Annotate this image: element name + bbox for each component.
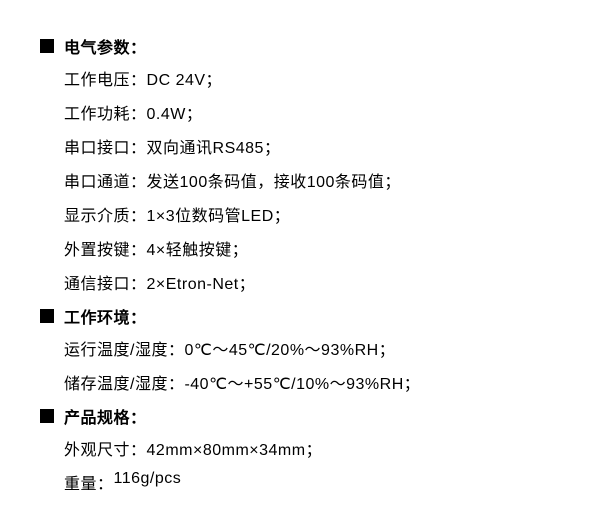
spec-row: 通信接口： 2×Etron-Net； — [64, 270, 555, 294]
spec-label: 外观尺寸： — [64, 436, 147, 460]
section-header-specs: 产品规格： — [40, 404, 555, 428]
spec-value: 116g/pcs — [114, 470, 182, 494]
spec-label: 显示介质： — [64, 202, 147, 226]
spec-row: 外置按键： 4×轻触按键； — [64, 236, 555, 260]
spec-value: DC 24V； — [147, 66, 223, 90]
spec-label: 储存温度/湿度： — [64, 370, 184, 394]
spec-row: 外观尺寸： 42mm×80mm×34mm； — [64, 436, 555, 460]
section-header-electrical: 电气参数： — [40, 34, 555, 58]
spec-label: 通信接口： — [64, 270, 147, 294]
bullet-icon — [40, 309, 54, 323]
spec-row: 串口接口： 双向通讯RS485； — [64, 134, 555, 158]
spec-label: 串口接口： — [64, 134, 147, 158]
section-title: 工作环境： — [64, 304, 147, 328]
spec-document: 电气参数： 工作电压： DC 24V； 工作功耗： 0.4W； 串口接口： 双向… — [40, 34, 555, 494]
spec-value: 4×轻触按键； — [147, 236, 249, 260]
bullet-icon — [40, 39, 54, 53]
spec-value: 0℃～45℃/20%～93%RH； — [184, 336, 395, 360]
section-title: 电气参数： — [64, 34, 147, 58]
spec-label: 外置按键： — [64, 236, 147, 260]
spec-value: -40℃～+55℃/10%～93%RH； — [184, 370, 420, 394]
spec-row: 储存温度/湿度： -40℃～+55℃/10%～93%RH； — [64, 370, 555, 394]
spec-row: 运行温度/湿度： 0℃～45℃/20%～93%RH； — [64, 336, 555, 360]
spec-row: 重量： 116g/pcs — [64, 470, 555, 494]
spec-row: 显示介质： 1×3位数码管LED； — [64, 202, 555, 226]
spec-value: 双向通讯RS485； — [147, 134, 281, 158]
bullet-icon — [40, 409, 54, 423]
spec-row: 工作电压： DC 24V； — [64, 66, 555, 90]
spec-row: 工作功耗： 0.4W； — [64, 100, 555, 124]
spec-value: 1×3位数码管LED； — [147, 202, 291, 226]
spec-label: 工作电压： — [64, 66, 147, 90]
spec-label: 重量： — [64, 470, 114, 494]
section-title: 产品规格： — [64, 404, 147, 428]
spec-label: 串口通道： — [64, 168, 147, 192]
section-header-environment: 工作环境： — [40, 304, 555, 328]
spec-label: 运行温度/湿度： — [64, 336, 184, 360]
spec-value: 42mm×80mm×34mm； — [147, 436, 323, 460]
spec-label: 工作功耗： — [64, 100, 147, 124]
spec-row: 串口通道： 发送100条码值，接收100条码值； — [64, 168, 555, 192]
spec-value: 发送100条码值，接收100条码值； — [147, 168, 401, 192]
spec-value: 2×Etron-Net； — [147, 270, 256, 294]
spec-value: 0.4W； — [147, 100, 203, 124]
